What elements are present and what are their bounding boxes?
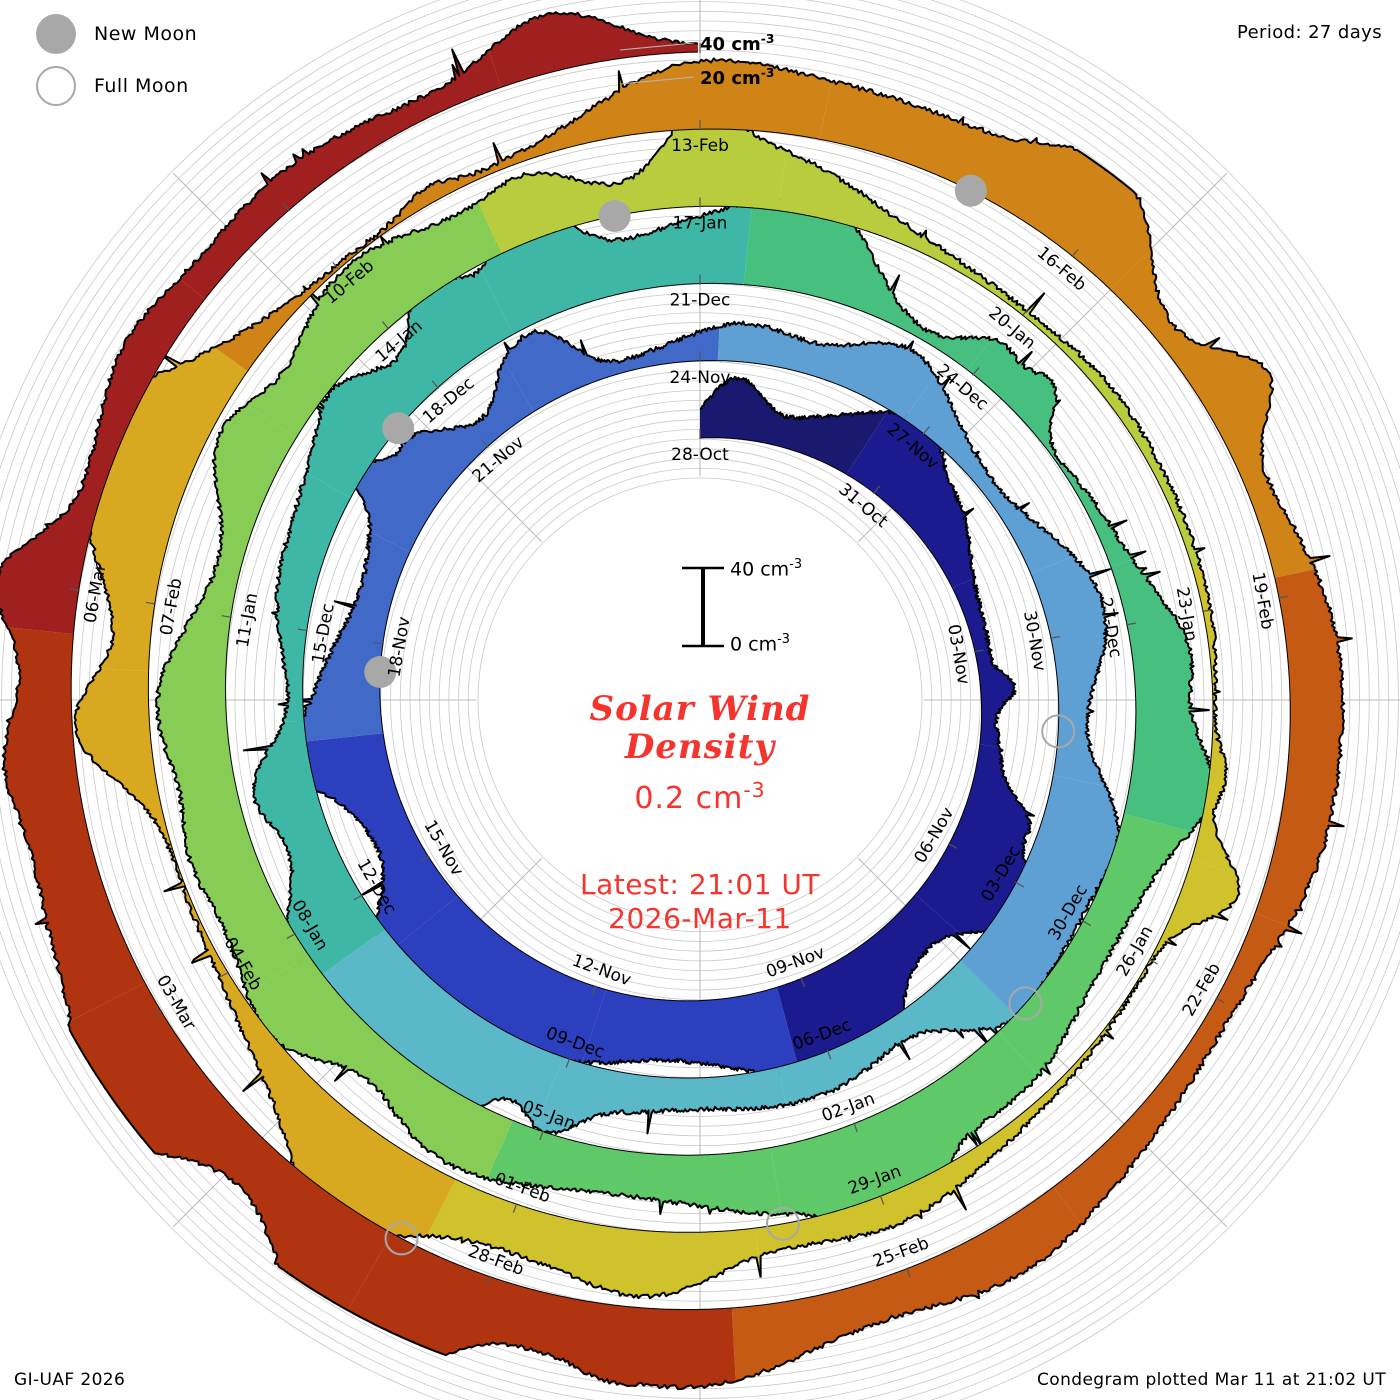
date-label: 03-Nov [943, 623, 973, 687]
date-label: 18-Nov [384, 615, 414, 679]
chart-title: Solar Wind Density [589, 689, 811, 768]
radial-axis-label-40: 40 cm-3 [700, 32, 775, 55]
scale-bar-glyph [682, 566, 724, 648]
date-label: 24-Nov [670, 368, 731, 388]
full-moon-marker [384, 1221, 419, 1256]
radial-axis-leaders [619, 42, 695, 85]
legend-label-new-moon: New Moon [94, 23, 198, 45]
spiral-data-trace [0, 11, 1353, 1391]
exponent: -3 [760, 66, 775, 80]
full-moon-marker [1008, 986, 1043, 1021]
filled-circle-icon [36, 14, 76, 54]
exponent: -3 [777, 632, 790, 647]
date-label: 13-Feb [671, 136, 729, 156]
hollow-circle-icon [36, 66, 76, 106]
scale-bar: 40 cm-3 0 cm-3 [672, 557, 852, 656]
exponent: -3 [760, 32, 775, 46]
moon-markers [364, 174, 1076, 1256]
date-label: 17-Jan [673, 213, 728, 233]
moon-legend: New Moon Full Moon [22, 8, 197, 112]
exponent: -3 [743, 778, 766, 803]
date-label: 19-Feb [1247, 571, 1277, 631]
exponent: -3 [789, 557, 803, 572]
legend-label-full-moon: Full Moon [94, 75, 189, 97]
legend-item-new-moon: New Moon [22, 8, 197, 60]
scale-bar-bottom-label: 0 cm-3 [730, 632, 790, 656]
radial-axis-label-20: 20 cm-3 [700, 66, 775, 89]
current-value: 0.2 cm-3 [634, 778, 766, 817]
date-label: 11-Jan [233, 591, 262, 649]
new-moon-marker [364, 656, 397, 689]
scale-bar-top-label: 40 cm-3 [730, 557, 803, 581]
legend-item-full-moon: Full Moon [22, 60, 197, 112]
new-moon-marker [954, 174, 987, 207]
footer-credit: GI-UAF 2026 [14, 1370, 126, 1390]
date-label: 28-Oct [671, 445, 729, 465]
full-moon-marker [765, 1206, 800, 1241]
center-annotation: Solar Wind Density 0.2 cm-3 Latest: 21:0… [430, 690, 970, 935]
latest-timestamp: Latest: 21:01 UT 2026-Mar-11 [579, 868, 821, 935]
full-moon-marker [1041, 714, 1076, 749]
date-label: 21-Dec [670, 291, 731, 311]
period-text: Period: 27 days [1236, 22, 1382, 43]
new-moon-marker [382, 412, 415, 445]
footer-plot-time: Condegram plotted Mar 11 at 21:02 UT [1037, 1370, 1386, 1390]
new-moon-marker [598, 200, 631, 233]
